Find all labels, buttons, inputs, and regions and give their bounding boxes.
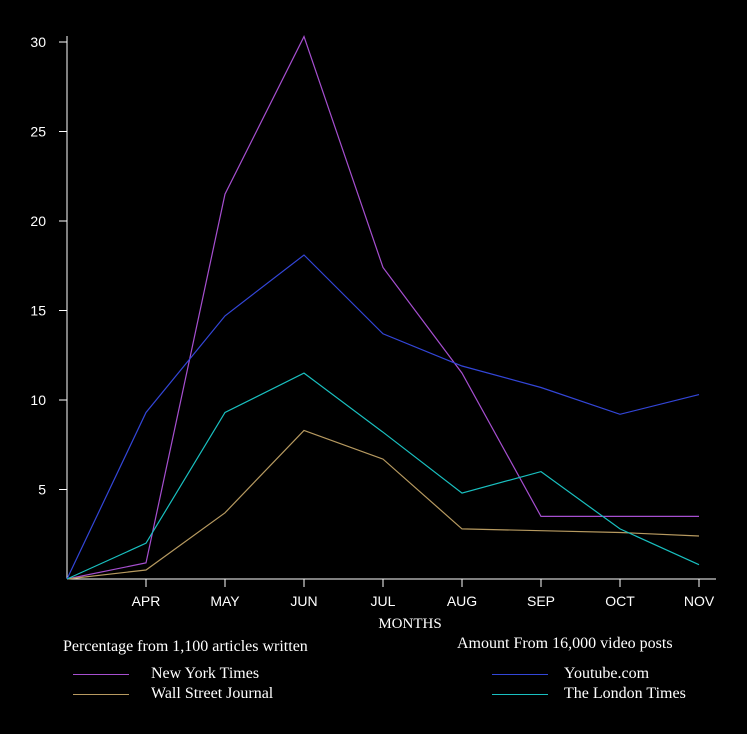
legend-swatch-youtube <box>492 673 548 675</box>
legend-label-new-york-times: New York Times <box>151 665 260 682</box>
series-line-wall-street-journal <box>66 429 700 580</box>
legend-label-wall-street-journal: Wall Street Journal <box>151 685 274 702</box>
legend-item-wall-street-journal: Wall Street Journal <box>73 685 273 703</box>
x-tick-label: NOV <box>684 593 715 609</box>
x-axis-ticks: APR MAY JUN JUL AUG SEP OCT NOV <box>132 579 715 609</box>
legend-swatch-new-york-times <box>73 673 129 675</box>
legend-label-london-times: The London Times <box>564 685 686 702</box>
legend-swatch-wall-street-journal <box>73 693 129 695</box>
legend-label-youtube: Youtube.com <box>564 665 650 682</box>
y-tick-label: 20 <box>30 213 46 229</box>
series-line-new-york-times <box>66 35 699 580</box>
series-line-youtube-com <box>66 254 700 580</box>
legend-swatch-london-times <box>492 693 548 695</box>
y-tick-label: 25 <box>30 124 46 140</box>
legend-item-youtube: Youtube.com <box>492 665 649 683</box>
chart-axes <box>66 36 716 580</box>
x-tick-label: JUL <box>371 593 396 609</box>
x-tick-label: APR <box>132 593 161 609</box>
x-tick-label: JUN <box>290 593 317 609</box>
y-tick-label: 30 <box>30 34 46 50</box>
legend-item-london-times: The London Times <box>492 685 686 703</box>
x-tick-label: MAY <box>210 593 240 609</box>
y-tick-label: 15 <box>30 303 46 319</box>
y-tick-label: 5 <box>38 482 46 498</box>
series-line-the-london-times <box>66 372 700 580</box>
series-lines <box>66 35 700 580</box>
x-tick-label: OCT <box>605 593 635 609</box>
legend-title-articles: Percentage from 1,100 articles written <box>63 638 308 655</box>
x-tick-label: AUG <box>447 593 477 609</box>
y-tick-label: 10 <box>30 392 46 408</box>
x-tick-label: SEP <box>527 593 555 609</box>
legend-title-videos: Amount From 16,000 video posts <box>457 635 673 652</box>
y-axis-ticks: 5 10 15 20 25 30 <box>30 34 67 498</box>
legend-item-new-york-times: New York Times <box>73 665 259 683</box>
x-axis-label: MONTHS <box>378 616 441 632</box>
